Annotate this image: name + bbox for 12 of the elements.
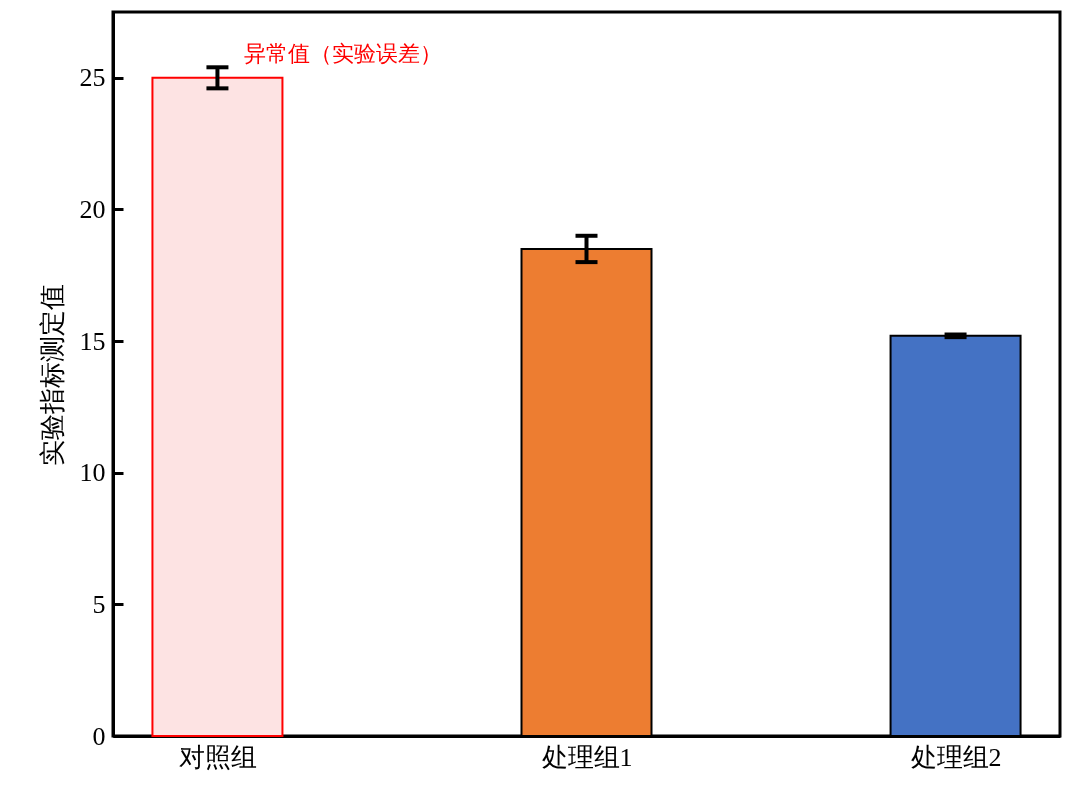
x-tick-label: 对照组 xyxy=(178,742,257,772)
y-tick-label: 0 xyxy=(92,721,106,751)
y-tick-label: 15 xyxy=(79,326,106,356)
x-tick-label: 处理组2 xyxy=(910,742,1002,772)
y-tick-label: 5 xyxy=(92,589,106,619)
x-tick-label: 处理组1 xyxy=(541,742,633,772)
bar xyxy=(151,76,284,737)
y-tick-label: 20 xyxy=(79,194,106,224)
annotation: 异常值（实验误差） xyxy=(244,40,443,66)
y-axis-title: 实验指标测定值 xyxy=(36,283,67,466)
y-tick-label: 10 xyxy=(79,458,106,488)
y-tick-label: 25 xyxy=(79,63,106,93)
